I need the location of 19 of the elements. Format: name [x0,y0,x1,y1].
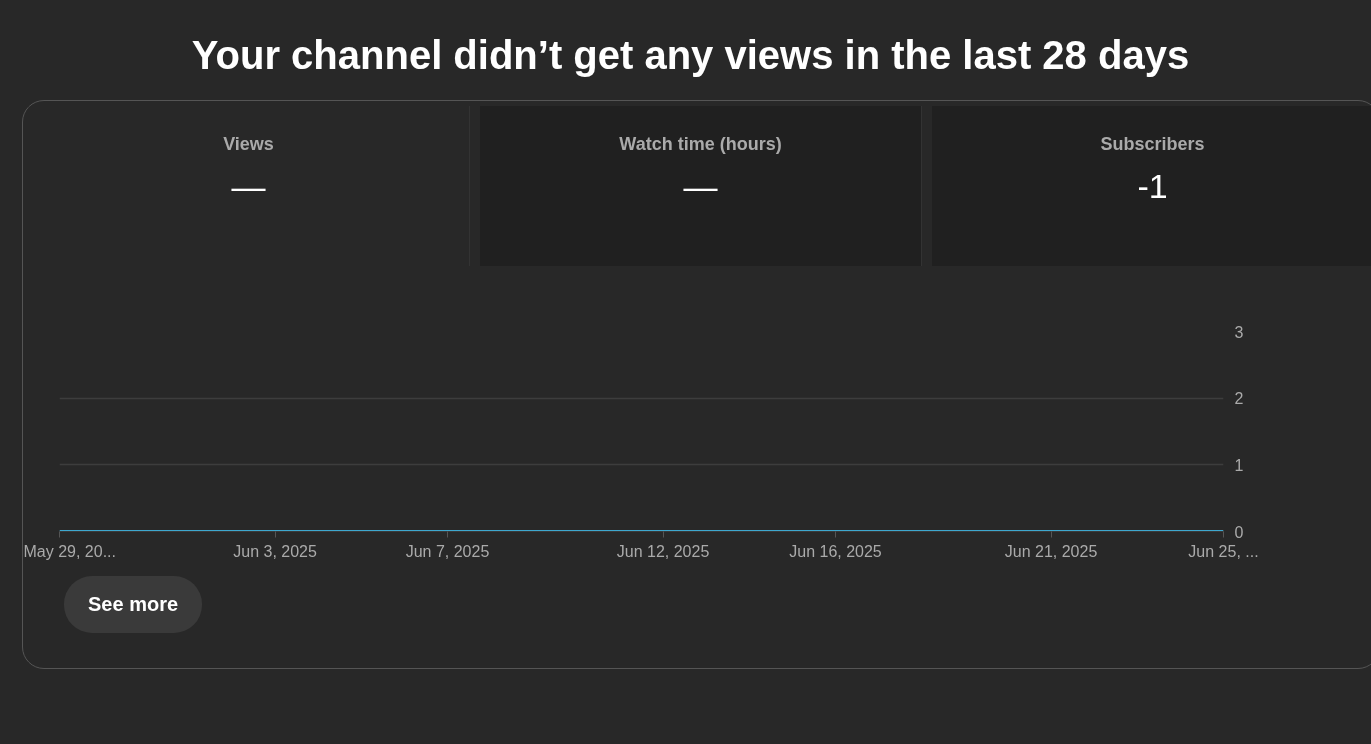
text: — [230,165,267,207]
x-tick-label: Jun 7, 2025 [405,542,490,560]
text: -1 [1136,165,1169,207]
text: Watch time (hours) [619,133,782,156]
text: Views [223,133,274,156]
y-tick-label: 1 [1234,456,1244,474]
text: See more [88,592,179,617]
text: — [682,165,719,207]
y-tick-label: 2 [1234,390,1244,408]
y-tick-label: 3 [1234,323,1244,341]
x-tick-label: Jun 21, 2025 [1004,542,1098,560]
chart-title: Your channel didn’t get any views in the last 28 days [191,32,1190,79]
x-tick-label: Jun 3, 2025 [233,542,317,560]
text: Subscribers [1100,133,1205,156]
x-tick-label: May 29, 20... [23,542,116,560]
x-tick-label: Jun 25, ... [1188,542,1259,560]
x-tick-label: Jun 16, 2025 [789,542,882,560]
x-tick-label: Jun 12, 2025 [616,542,710,560]
y-tick-label: 0 [1234,523,1244,541]
